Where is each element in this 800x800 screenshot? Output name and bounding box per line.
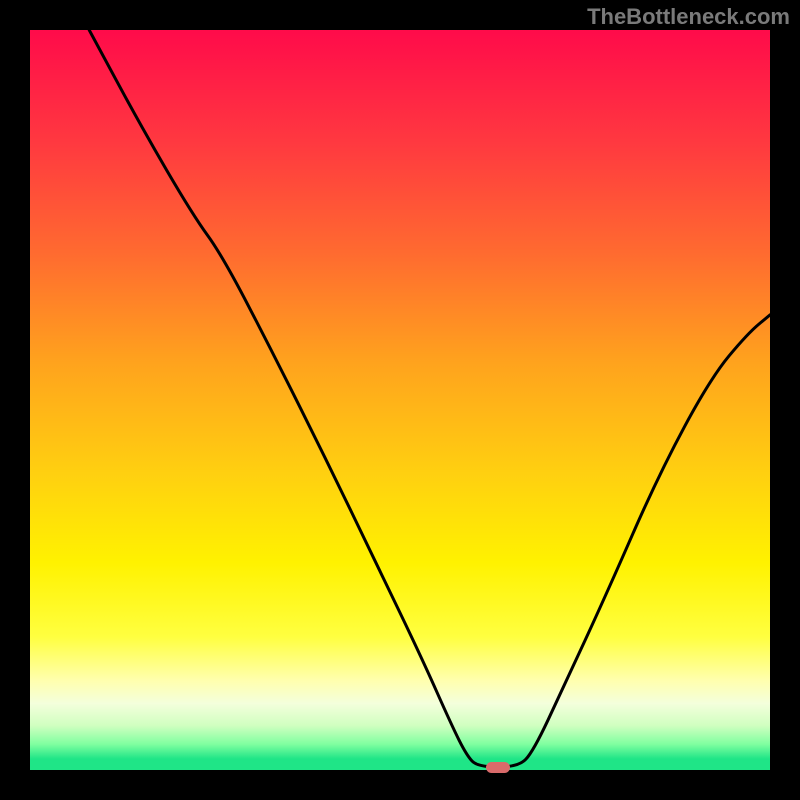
- chart-background-gradient: [30, 30, 770, 770]
- chart-plot-area: [30, 30, 770, 770]
- watermark-text: TheBottleneck.com: [587, 4, 790, 30]
- chart-svg: [30, 30, 770, 770]
- optimal-marker: [486, 762, 510, 773]
